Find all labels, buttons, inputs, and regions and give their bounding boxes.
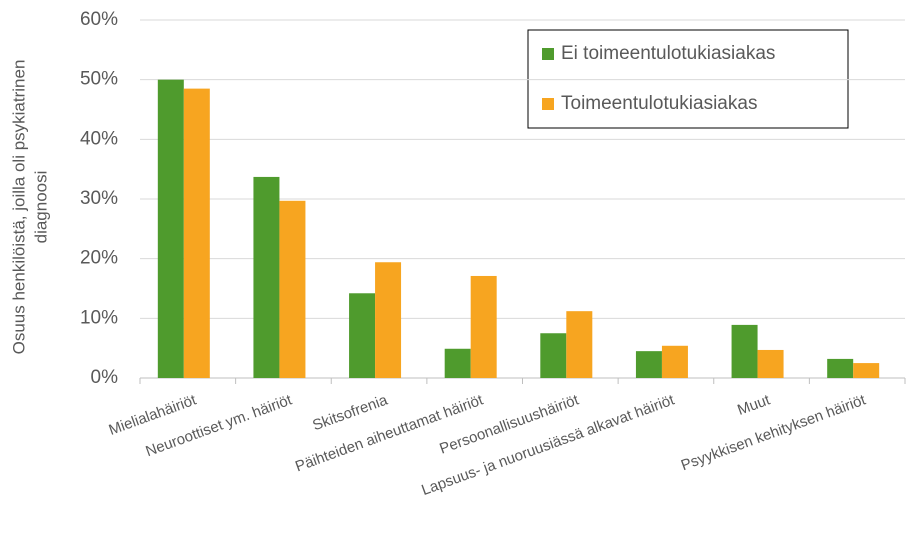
legend-label: Toimeentulotukiasiakas [561, 93, 757, 114]
bar [827, 358, 854, 378]
bar [853, 363, 880, 378]
legend-box [527, 29, 849, 129]
bar [375, 262, 402, 378]
y-tick-label: 40% [80, 128, 118, 149]
bar [279, 200, 306, 378]
y-tick-label: 0% [91, 367, 119, 388]
bar [253, 176, 280, 378]
bar [731, 324, 758, 378]
bar [183, 88, 210, 378]
y-tick-label: 50% [80, 69, 118, 90]
bar [349, 293, 376, 378]
legend-swatch [542, 98, 554, 110]
x-tick-label: Päihteiden aiheuttamat häiriöt [293, 391, 486, 475]
y-axis-label: Osuus henkilöistä, joilla oli psykiatrin… [9, 60, 28, 355]
bar [157, 79, 184, 379]
y-tick-label: 30% [80, 188, 118, 209]
bar [757, 349, 784, 378]
y-tick-label: 20% [80, 248, 118, 269]
legend-swatch [542, 48, 554, 60]
y-axis-label: diagnoosi [31, 171, 50, 244]
bar [661, 345, 688, 378]
x-tick-label: Psyykkisen kehityksen häiriöt [679, 391, 869, 474]
bar [470, 275, 497, 378]
bar [635, 351, 662, 378]
bar [444, 348, 471, 378]
bar [540, 333, 567, 378]
bar [566, 311, 593, 378]
legend-label: Ei toimeentulotukiasiakas [561, 43, 775, 64]
x-tick-label: Muut [735, 391, 773, 419]
y-tick-label: 10% [80, 307, 118, 328]
y-tick-label: 60% [80, 9, 118, 30]
